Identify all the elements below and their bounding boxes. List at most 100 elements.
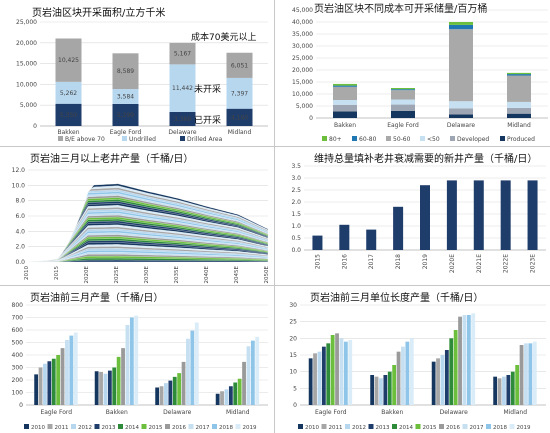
bar [194,322,199,405]
y-tick-label: 40,000 [292,19,313,26]
bar-segment [55,81,82,104]
bar [393,206,404,250]
y-tick-label: 15,000 [16,61,37,68]
bar [317,351,322,405]
y-tick-label: 700 [12,315,24,322]
bar [215,393,220,405]
p4-svg: 维持总量填补老井衰减需要的新井产量（千桶/日） 0.0 0.5 1.0 1.5 2.0 2.… [291,152,546,273]
bar [366,229,377,250]
bar [250,340,255,405]
bar [471,313,476,405]
legend-label: 2017 [470,425,484,431]
x-tick-label: 2040E [204,265,210,283]
y-tick-label: 0.0 [291,247,301,254]
bar-segment [391,99,415,105]
bar [159,386,164,405]
bar [405,341,410,405]
x-tick-label: Delaware [447,122,476,129]
bar [60,348,65,405]
data-label: 5,262 [60,90,77,97]
x-tick-label: 2015 [314,254,321,269]
p5-svg: 页岩油前三月产量（千桶/日） 0 100 200 300 400 500 600 700 800 E… [12,291,268,431]
bar-segment [449,24,473,30]
legend-label: 2013 [376,425,390,431]
chart-new-well-requirement: 维持总量填补老井衰减需要的新井产量（千桶/日） 0.0 0.5 1.0 1.5 2.0 2.… [278,148,550,284]
bar [396,351,401,405]
legend-swatch [352,136,357,141]
x-tick-label: 2019 [422,254,429,269]
bar [69,335,74,405]
x-tick-label: 2021E [476,254,483,273]
bar [379,378,383,405]
x-tick-label: 2020E [449,254,456,273]
bar-segment [391,90,415,100]
bar-segment [333,104,357,112]
y-tick-label: 10,000 [16,81,37,88]
y-tick-label: 0 [309,115,313,122]
legend-swatch [188,424,194,429]
bar [330,335,335,405]
legend-swatch [122,136,127,141]
chart-title: 维持总量填补老井衰减需要的新井产量（千桶/日） [314,152,537,165]
legend-label: Developed [457,136,489,143]
x-tick-label: 2045E [234,265,240,283]
bar-segment [507,72,531,75]
bar-segment [112,89,139,104]
legend-label: 2011 [55,425,69,431]
legend-swatch [509,424,515,429]
legend-label: B/E above 70 [65,136,105,143]
data-label: 11,442 [172,85,193,92]
x-tick-label: Bakken [381,409,403,416]
x-tick-label: Midland [507,122,531,129]
bar-segment [333,85,357,87]
bar-segment [391,104,415,111]
bar [446,180,457,250]
divider-bottom [0,285,550,286]
bar [506,375,511,405]
bar [527,180,538,250]
x-tick-label: Midland [228,129,252,136]
y-tick-label: 30 [289,302,297,309]
legend-swatch [58,136,63,141]
y-tick-label: 2.0 [15,244,25,251]
bar [510,371,515,405]
legend-swatch [392,424,397,429]
data-label: 8,589 [117,68,134,75]
y-tick-label: 300 [12,365,24,372]
bar [224,389,229,405]
chart-title: 页岩油三月以上老井产量（千桶/日） [30,152,193,165]
y-tick-label: 3.0 [291,175,301,182]
bar [519,345,524,405]
bar-segment [449,29,473,102]
y-tick-label: 5,000 [20,102,37,109]
data-label: 5,167 [174,51,191,58]
legend-swatch [71,424,76,429]
x-tick-label: 2017 [368,254,375,269]
chart-reserves-by-cost: 页岩油区块不同成本可开采储量/百万桶 0 5,000 10,000 15,000 20,0… [278,0,550,145]
data-label: 6,051 [231,62,248,69]
bar [515,365,520,405]
p1-svg: 页岩油区块开采面积/立方千米 0 5,000 10,000 15,000 20,000 25… [16,6,268,143]
y-tick-label: 3.5 [291,163,301,170]
bar-segment [449,114,473,118]
data-label: 5,350 [60,112,77,119]
bar [43,363,47,405]
bar-segment [507,113,531,118]
legend-label: 2016 [172,425,186,431]
x-tick-label: 2030E [144,265,150,283]
bar-segment [226,77,253,109]
bar [453,330,458,405]
legend-swatch [386,136,391,141]
annotation-label: 未开采 [194,83,221,95]
bar [420,185,430,250]
bar-segment [112,53,139,90]
bar [326,343,331,405]
y-tick-label: 0 [293,402,297,409]
legend-label: 2010 [305,425,319,431]
bar [524,343,528,405]
bar [73,332,78,405]
y-tick-label: 15,000 [292,79,313,86]
y-tick-label: 25,000 [292,55,313,62]
bar [47,361,52,405]
data-label: 7,397 [231,90,248,97]
